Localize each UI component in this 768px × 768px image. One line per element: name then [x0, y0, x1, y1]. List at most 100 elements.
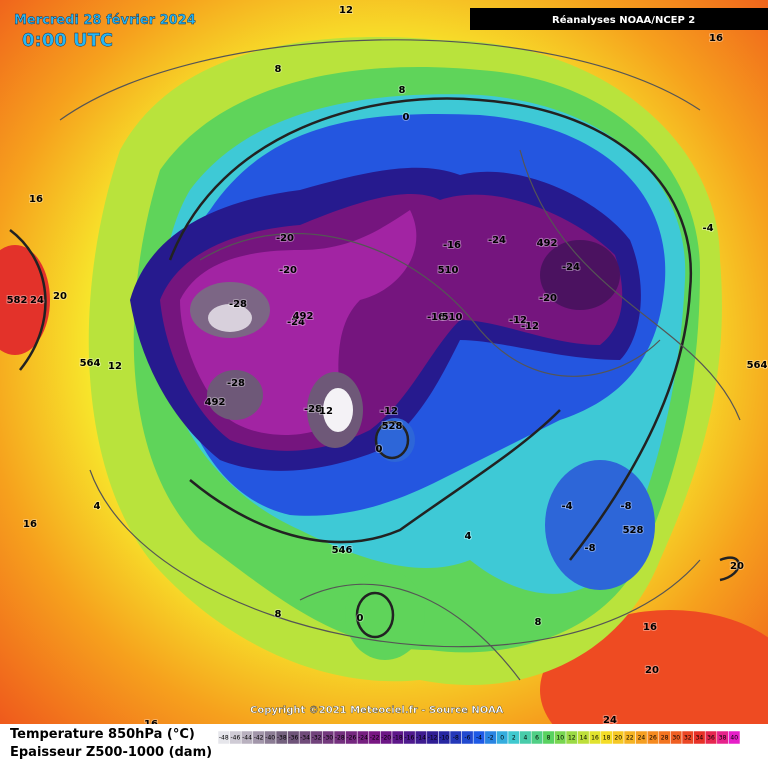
colorbar-tick-label: 14 [580, 735, 588, 742]
contour-label: 492 [537, 238, 558, 249]
colorbar-tick-label: -8 [453, 735, 459, 742]
contour-label: 16 [23, 519, 37, 530]
colorbar-tick-label: 6 [535, 735, 539, 742]
contour-label: -4 [702, 223, 713, 234]
contour-label: 8 [275, 64, 282, 75]
contour-label: 24 [30, 295, 44, 306]
contour-label: -20 [279, 265, 297, 276]
contour-label: 492 [205, 397, 226, 408]
contour-label: -24 [488, 235, 506, 246]
colorbar-tick-label: 0 [500, 735, 504, 742]
colorbar-tick-label: -46 [230, 735, 240, 742]
contour-label: -4 [561, 501, 572, 512]
colorbar-tick-label: -44 [242, 735, 252, 742]
contour-label: -20 [276, 233, 294, 244]
contour-label: 8 [399, 85, 406, 96]
colorbar-tick-label: -32 [312, 735, 322, 742]
contour-label: 528 [623, 525, 644, 536]
colorbar-tick-label: -14 [416, 735, 426, 742]
colorbar-tick-label: -4 [476, 735, 482, 742]
contour-label: 16 [643, 622, 657, 633]
colorbar-tick-label: -34 [300, 735, 310, 742]
colorbar-tick-label: 2 [512, 735, 516, 742]
contour-label: 4 [94, 501, 101, 512]
contour-label: 546 [332, 545, 353, 556]
colorbar-tick-label: 20 [614, 735, 622, 742]
colorbar-tick-label: 34 [696, 735, 704, 742]
contour-label: -8 [620, 501, 631, 512]
colorbar-tick-label: -40 [265, 735, 275, 742]
copyright: Copyright ©2021 Meteociel.fr - Source NO… [250, 705, 504, 716]
contour-label: -28 [227, 378, 245, 389]
temperature-fields [0, 37, 768, 768]
contour-label: 528 [382, 421, 403, 432]
colorbar-tick-label: 18 [603, 735, 611, 742]
contour-label: 24 [603, 715, 617, 726]
colorbar-tick-label: 16 [591, 735, 599, 742]
colorbar-tick-label: 32 [684, 735, 692, 742]
colorbar-tick-label: 28 [661, 735, 669, 742]
contour-label: 12 [339, 5, 353, 16]
colorbar-tick-label: -30 [323, 735, 333, 742]
contour-label: 20 [730, 561, 744, 572]
contour-label: 564 [747, 360, 768, 371]
colorbar-tick-label: 26 [649, 735, 657, 742]
contour-label: 564 [80, 358, 101, 369]
legend-temperature: Temperature 850hPa (°C) [10, 727, 195, 742]
contour-label: 510 [442, 312, 463, 323]
source-badge: Réanalyses NOAA/NCEP 2 [552, 14, 695, 26]
contour-label: -12 [521, 321, 539, 332]
contour-label: 0 [376, 444, 383, 455]
colorbar-tick-label: 24 [638, 735, 646, 742]
colorbar-tick-label: -12 [428, 735, 438, 742]
colorbar-tick-label: -48 [219, 735, 229, 742]
contour-label: 16 [29, 194, 43, 205]
colorbar-tick-label: -18 [393, 735, 403, 742]
colorbar-cell [728, 730, 741, 745]
colorbar-tick-label: -42 [254, 735, 264, 742]
contour-label: 582 [7, 295, 28, 306]
contour-label: -16 [443, 240, 461, 251]
colorbar-tick-label: 22 [626, 735, 634, 742]
colorbar-tick-label: 4 [523, 735, 527, 742]
contour-label: -24 [287, 317, 305, 328]
contour-label: -12 [380, 406, 398, 417]
contour-label: 12 [319, 406, 333, 417]
contour-label: 510 [438, 265, 459, 276]
colorbar-tick-label: 12 [568, 735, 576, 742]
map-time: 0:00 UTC [22, 30, 113, 51]
contour-label: 20 [53, 291, 67, 302]
map-title: Mercredi 28 février 2024 [14, 13, 196, 28]
colorbar-tick-label: -28 [335, 735, 345, 742]
contour-label: 8 [535, 617, 542, 628]
colorbar-tick-label: 36 [707, 735, 715, 742]
colorbar-tick-label: 8 [547, 735, 551, 742]
colorbar-tick-label: -20 [381, 735, 391, 742]
contour-label: -28 [304, 404, 322, 415]
contour-label: 20 [645, 665, 659, 676]
legend-thickness: Epaisseur Z500-1000 (dam) [10, 745, 212, 760]
contour-label: 16 [709, 33, 723, 44]
colorbar-tick-label: -26 [346, 735, 356, 742]
colorbar-tick-label: -22 [370, 735, 380, 742]
contour-label: 4 [465, 531, 472, 542]
colorbar-tick-label: -2 [488, 735, 494, 742]
pressure-contours [59, 39, 741, 681]
colorbar-tick-label: 30 [672, 735, 680, 742]
contour-label: -20 [539, 293, 557, 304]
contour-label: -28 [229, 299, 247, 310]
colorbar-tick-label: -38 [277, 735, 287, 742]
colorbar-tick-label: -6 [464, 735, 470, 742]
contour-label: 12 [108, 361, 122, 372]
contour-label: 492 [293, 311, 314, 322]
colorbar-tick-label: -24 [358, 735, 368, 742]
colorbar-tick-label: 38 [719, 735, 727, 742]
contour-label: -12 [509, 315, 527, 326]
contour-label: -8 [584, 543, 595, 554]
colorbar: -48 -46 -44 -42 -40 -38 -36 -34 -32 -30 -28 -26 -24-… [217, 730, 741, 745]
thickness-contours [9, 97, 740, 639]
contour-label: 8 [275, 609, 282, 620]
contour-label: 0 [357, 613, 364, 624]
